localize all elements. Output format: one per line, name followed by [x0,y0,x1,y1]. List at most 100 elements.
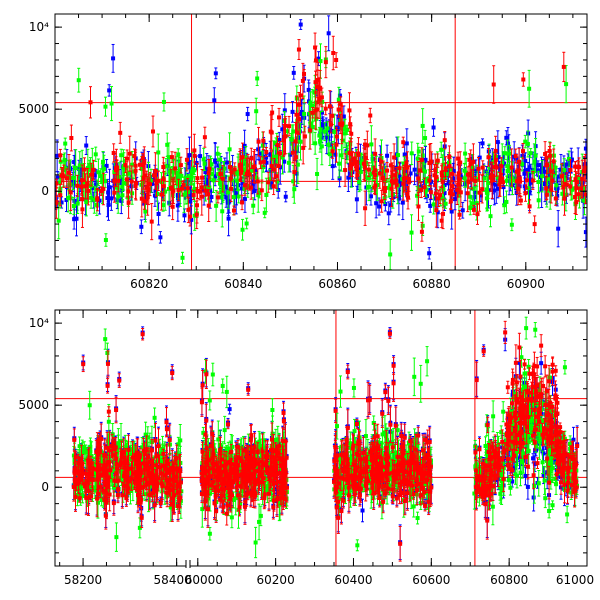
data-point [114,166,119,171]
data-point [224,160,229,165]
data-point [257,191,262,196]
data-point [564,82,569,87]
data-point [296,128,301,133]
data-point [473,169,478,174]
data-point [528,151,533,156]
data-point [346,175,351,180]
data-point [64,198,69,203]
data-point [107,185,112,190]
data-point [308,100,313,105]
data-point [153,188,158,193]
data-point [397,174,402,179]
data-point [240,227,245,232]
data-point [484,196,489,201]
data-point [504,178,509,183]
data-point [275,143,280,148]
data-point [467,157,472,162]
data-point [64,176,69,181]
data-point [128,170,133,175]
data-point [504,135,509,140]
data-point [402,161,407,166]
data-point [415,156,420,161]
data-point [112,178,117,183]
data-point [239,170,244,175]
x-tick-label: 60840 [224,277,262,291]
data-point [139,166,144,171]
data-point [415,172,420,177]
data-point [498,178,503,183]
data-point [521,77,526,82]
data-point [566,156,571,161]
data-point [68,190,73,195]
data-point [302,111,307,116]
data-point [140,163,145,168]
data-point [352,156,357,161]
data-point [181,183,186,188]
data-point [547,173,552,178]
data-point [91,167,96,172]
data-point [324,135,329,140]
data-point [97,198,102,203]
data-point [257,151,262,156]
data-point [405,165,410,170]
data-point [513,153,518,158]
data-point [368,194,373,199]
data-point [69,136,74,141]
data-point [574,180,579,185]
data-point [405,192,410,197]
data-point [583,192,587,197]
data-point [561,184,566,189]
data-point [301,145,306,150]
data-point [272,167,277,172]
data-point [333,152,338,157]
data-point [490,178,495,183]
data-point [207,166,212,171]
data-point [267,177,272,182]
data-point [478,193,483,198]
data-point [72,160,77,165]
data-point [105,196,110,201]
data-point [582,169,587,174]
data-point [392,155,397,160]
data-point [286,160,291,165]
data-point [492,188,497,193]
data-point [431,125,436,130]
data-point [347,151,352,156]
data-point [420,153,425,158]
data-point [583,146,587,151]
data-point [545,176,550,181]
data-point [129,179,134,184]
data-point [109,101,114,106]
data-point [169,155,174,160]
data-point [473,178,478,183]
data-point [401,140,406,145]
data-point [209,194,214,199]
data-point [527,190,532,195]
data-point [302,134,307,139]
data-point [361,161,366,166]
data-point [186,207,191,212]
data-point [582,198,587,203]
data-point [183,191,188,196]
data-point [55,175,60,180]
data-point [297,117,302,122]
data-point [143,173,148,178]
data-point [377,204,382,209]
data-point [116,178,121,183]
data-point [357,180,362,185]
data-point [581,179,586,184]
data-point [124,177,129,182]
data-point [448,199,453,204]
data-point [564,182,569,187]
data-point [458,190,463,195]
data-point [75,201,80,206]
data-point [334,142,339,147]
data-point [327,152,332,157]
data-point [480,141,485,146]
data-point [203,170,208,175]
data-point [111,56,116,61]
data-point [101,159,106,164]
top-data-points [55,15,587,270]
data-point [505,168,510,173]
data-point [299,109,304,114]
